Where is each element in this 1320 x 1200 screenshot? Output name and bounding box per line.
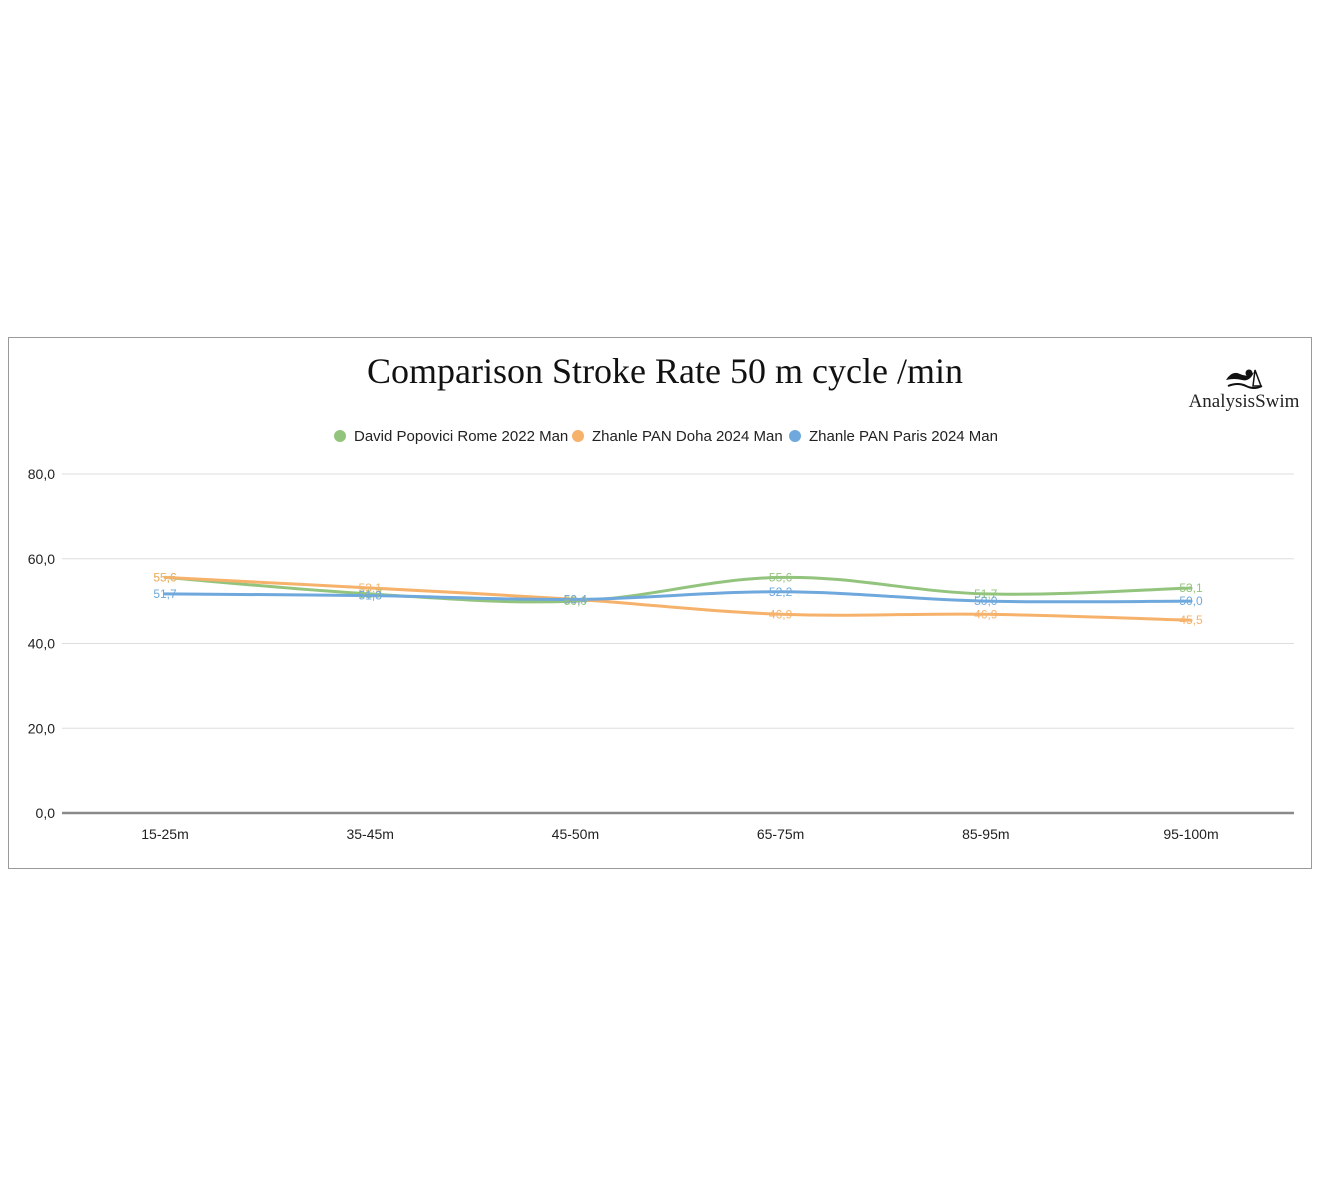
x-tick-label: 45-50m [552, 826, 599, 842]
data-label: 55,6 [769, 570, 793, 584]
data-label: 50,0 [564, 594, 588, 608]
data-label: 50,0 [1179, 594, 1203, 608]
legend-label: David Popovici Rome 2022 Man [354, 428, 568, 445]
data-labels: 55,651,750,055,651,7 53,155,653,150,446,9… [153, 570, 1203, 627]
x-axis: 15-25m 35-45m 45-50m 65-75m 85-95m 95-100m [141, 826, 1218, 842]
x-tick-label: 35-45m [346, 826, 393, 842]
legend-item: Zhanle PAN Doha 2024 Man [572, 428, 783, 445]
legend-marker [334, 430, 346, 442]
analysisswim-logo: AnalysisSwim [1189, 369, 1300, 412]
x-tick-label: 95-100m [1163, 826, 1218, 842]
series-lines [163, 575, 1193, 622]
legend-item: David Popovici Rome 2022 Man [334, 428, 568, 445]
y-axis: 0,0 20,0 40,0 60,0 80,0 [28, 466, 55, 821]
data-label: 51,3 [359, 589, 383, 603]
series-line-2 [163, 575, 1193, 622]
data-label: 45,5 [1179, 613, 1203, 627]
legend-item: Zhanle PAN Paris 2024 Man [789, 428, 998, 445]
series-line-3 [163, 590, 1193, 604]
legend-label: Zhanle PAN Doha 2024 Man [592, 428, 783, 445]
x-tick-label: 15-25m [141, 826, 188, 842]
legend: David Popovici Rome 2022 Man Zhanle PAN D… [334, 428, 998, 445]
data-label: 50,4 [564, 592, 588, 606]
data-label: 55,6 [153, 570, 177, 584]
logo-text: AnalysisSwim [1189, 391, 1300, 412]
data-label: 51,7 [974, 587, 998, 601]
swimmer-icon [1226, 369, 1263, 389]
chart-title: Comparison Stroke Rate 50 m cycle /min [367, 351, 963, 391]
data-label: 51,7 [153, 587, 177, 601]
gridlines [62, 473, 1294, 815]
data-label: 46,9 [769, 607, 793, 621]
data-label: 53,1 [359, 581, 383, 595]
y-tick-label: 60,0 [28, 551, 55, 567]
legend-marker [572, 430, 584, 442]
x-tick-label: 85-95m [962, 826, 1009, 842]
y-tick-label: 20,0 [28, 720, 55, 736]
series-line-1 [163, 575, 1193, 604]
legend-label: Zhanle PAN Paris 2024 Man [809, 428, 998, 445]
data-label: 55,6 [153, 570, 177, 584]
data-label: 50,0 [974, 594, 998, 608]
data-label: 50,4 [564, 592, 588, 606]
data-label: 46,9 [974, 607, 998, 621]
data-label: 53,1 [1179, 581, 1203, 595]
legend-marker [789, 430, 801, 442]
data-label: 51,7 [359, 587, 383, 601]
y-tick-label: 40,0 [28, 636, 55, 652]
data-label: 52,2 [769, 585, 793, 599]
x-tick-label: 65-75m [757, 826, 804, 842]
y-tick-label: 80,0 [28, 466, 55, 482]
y-tick-label: 0,0 [36, 805, 56, 821]
